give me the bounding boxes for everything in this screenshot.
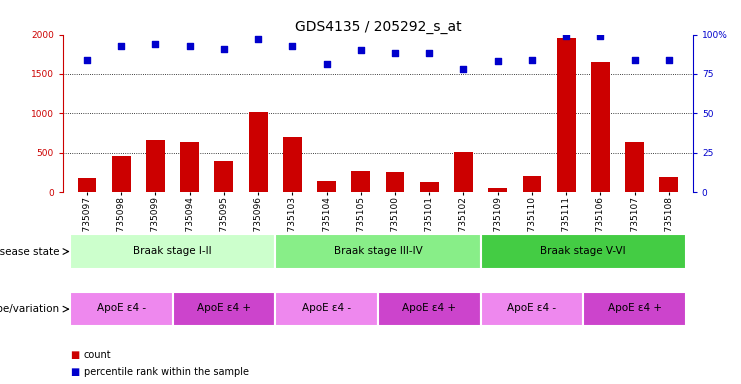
Bar <box>70 292 173 326</box>
Bar <box>488 188 507 192</box>
Point <box>150 41 162 47</box>
Bar <box>317 180 336 192</box>
Point <box>628 57 640 63</box>
Bar <box>283 137 302 192</box>
Text: ApoE ε4 -: ApoE ε4 - <box>96 303 146 313</box>
Bar <box>385 172 405 192</box>
Point <box>560 33 572 39</box>
Bar <box>659 177 678 192</box>
Point <box>355 47 367 53</box>
Text: ■: ■ <box>70 367 79 377</box>
Text: genotype/variation: genotype/variation <box>0 304 59 314</box>
Text: disease state: disease state <box>0 247 59 257</box>
Point <box>81 57 93 63</box>
Point <box>389 50 401 56</box>
Text: count: count <box>84 350 111 360</box>
Text: ApoE ε4 +: ApoE ε4 + <box>608 303 662 313</box>
Point <box>457 66 469 72</box>
Bar <box>522 176 542 192</box>
Bar <box>481 292 583 326</box>
Bar <box>625 142 644 192</box>
Point <box>492 58 504 65</box>
Bar <box>214 161 233 192</box>
Title: GDS4135 / 205292_s_at: GDS4135 / 205292_s_at <box>295 20 461 33</box>
Text: Braak stage I-II: Braak stage I-II <box>133 246 212 256</box>
Bar <box>420 182 439 192</box>
Point <box>663 57 675 63</box>
Bar <box>481 234 686 269</box>
Point <box>287 43 299 49</box>
Text: ApoE ε4 -: ApoE ε4 - <box>508 303 556 313</box>
Text: percentile rank within the sample: percentile rank within the sample <box>84 367 249 377</box>
Bar <box>70 234 275 269</box>
Point <box>423 50 435 56</box>
Bar <box>249 113 268 192</box>
Text: ■: ■ <box>70 350 79 360</box>
Text: ApoE ε4 -: ApoE ε4 - <box>302 303 351 313</box>
Bar <box>583 292 686 326</box>
Bar <box>275 234 481 269</box>
Bar <box>378 292 481 326</box>
Point <box>252 36 264 42</box>
Text: ApoE ε4 +: ApoE ε4 + <box>402 303 456 313</box>
Bar <box>351 171 370 192</box>
Bar <box>591 62 610 192</box>
Bar <box>275 292 378 326</box>
Point <box>321 61 333 68</box>
Point <box>218 46 230 52</box>
Text: Braak stage III-IV: Braak stage III-IV <box>333 246 422 256</box>
Point <box>116 43 127 49</box>
Text: ApoE ε4 +: ApoE ε4 + <box>197 303 251 313</box>
Bar <box>112 156 130 192</box>
Bar <box>454 152 473 192</box>
Text: Braak stage V-VI: Braak stage V-VI <box>540 246 626 256</box>
Bar <box>173 292 275 326</box>
Bar <box>180 142 199 192</box>
Point <box>594 33 606 39</box>
Bar <box>556 38 576 192</box>
Bar <box>78 178 96 192</box>
Bar <box>146 140 165 192</box>
Point <box>526 57 538 63</box>
Point <box>184 43 196 49</box>
